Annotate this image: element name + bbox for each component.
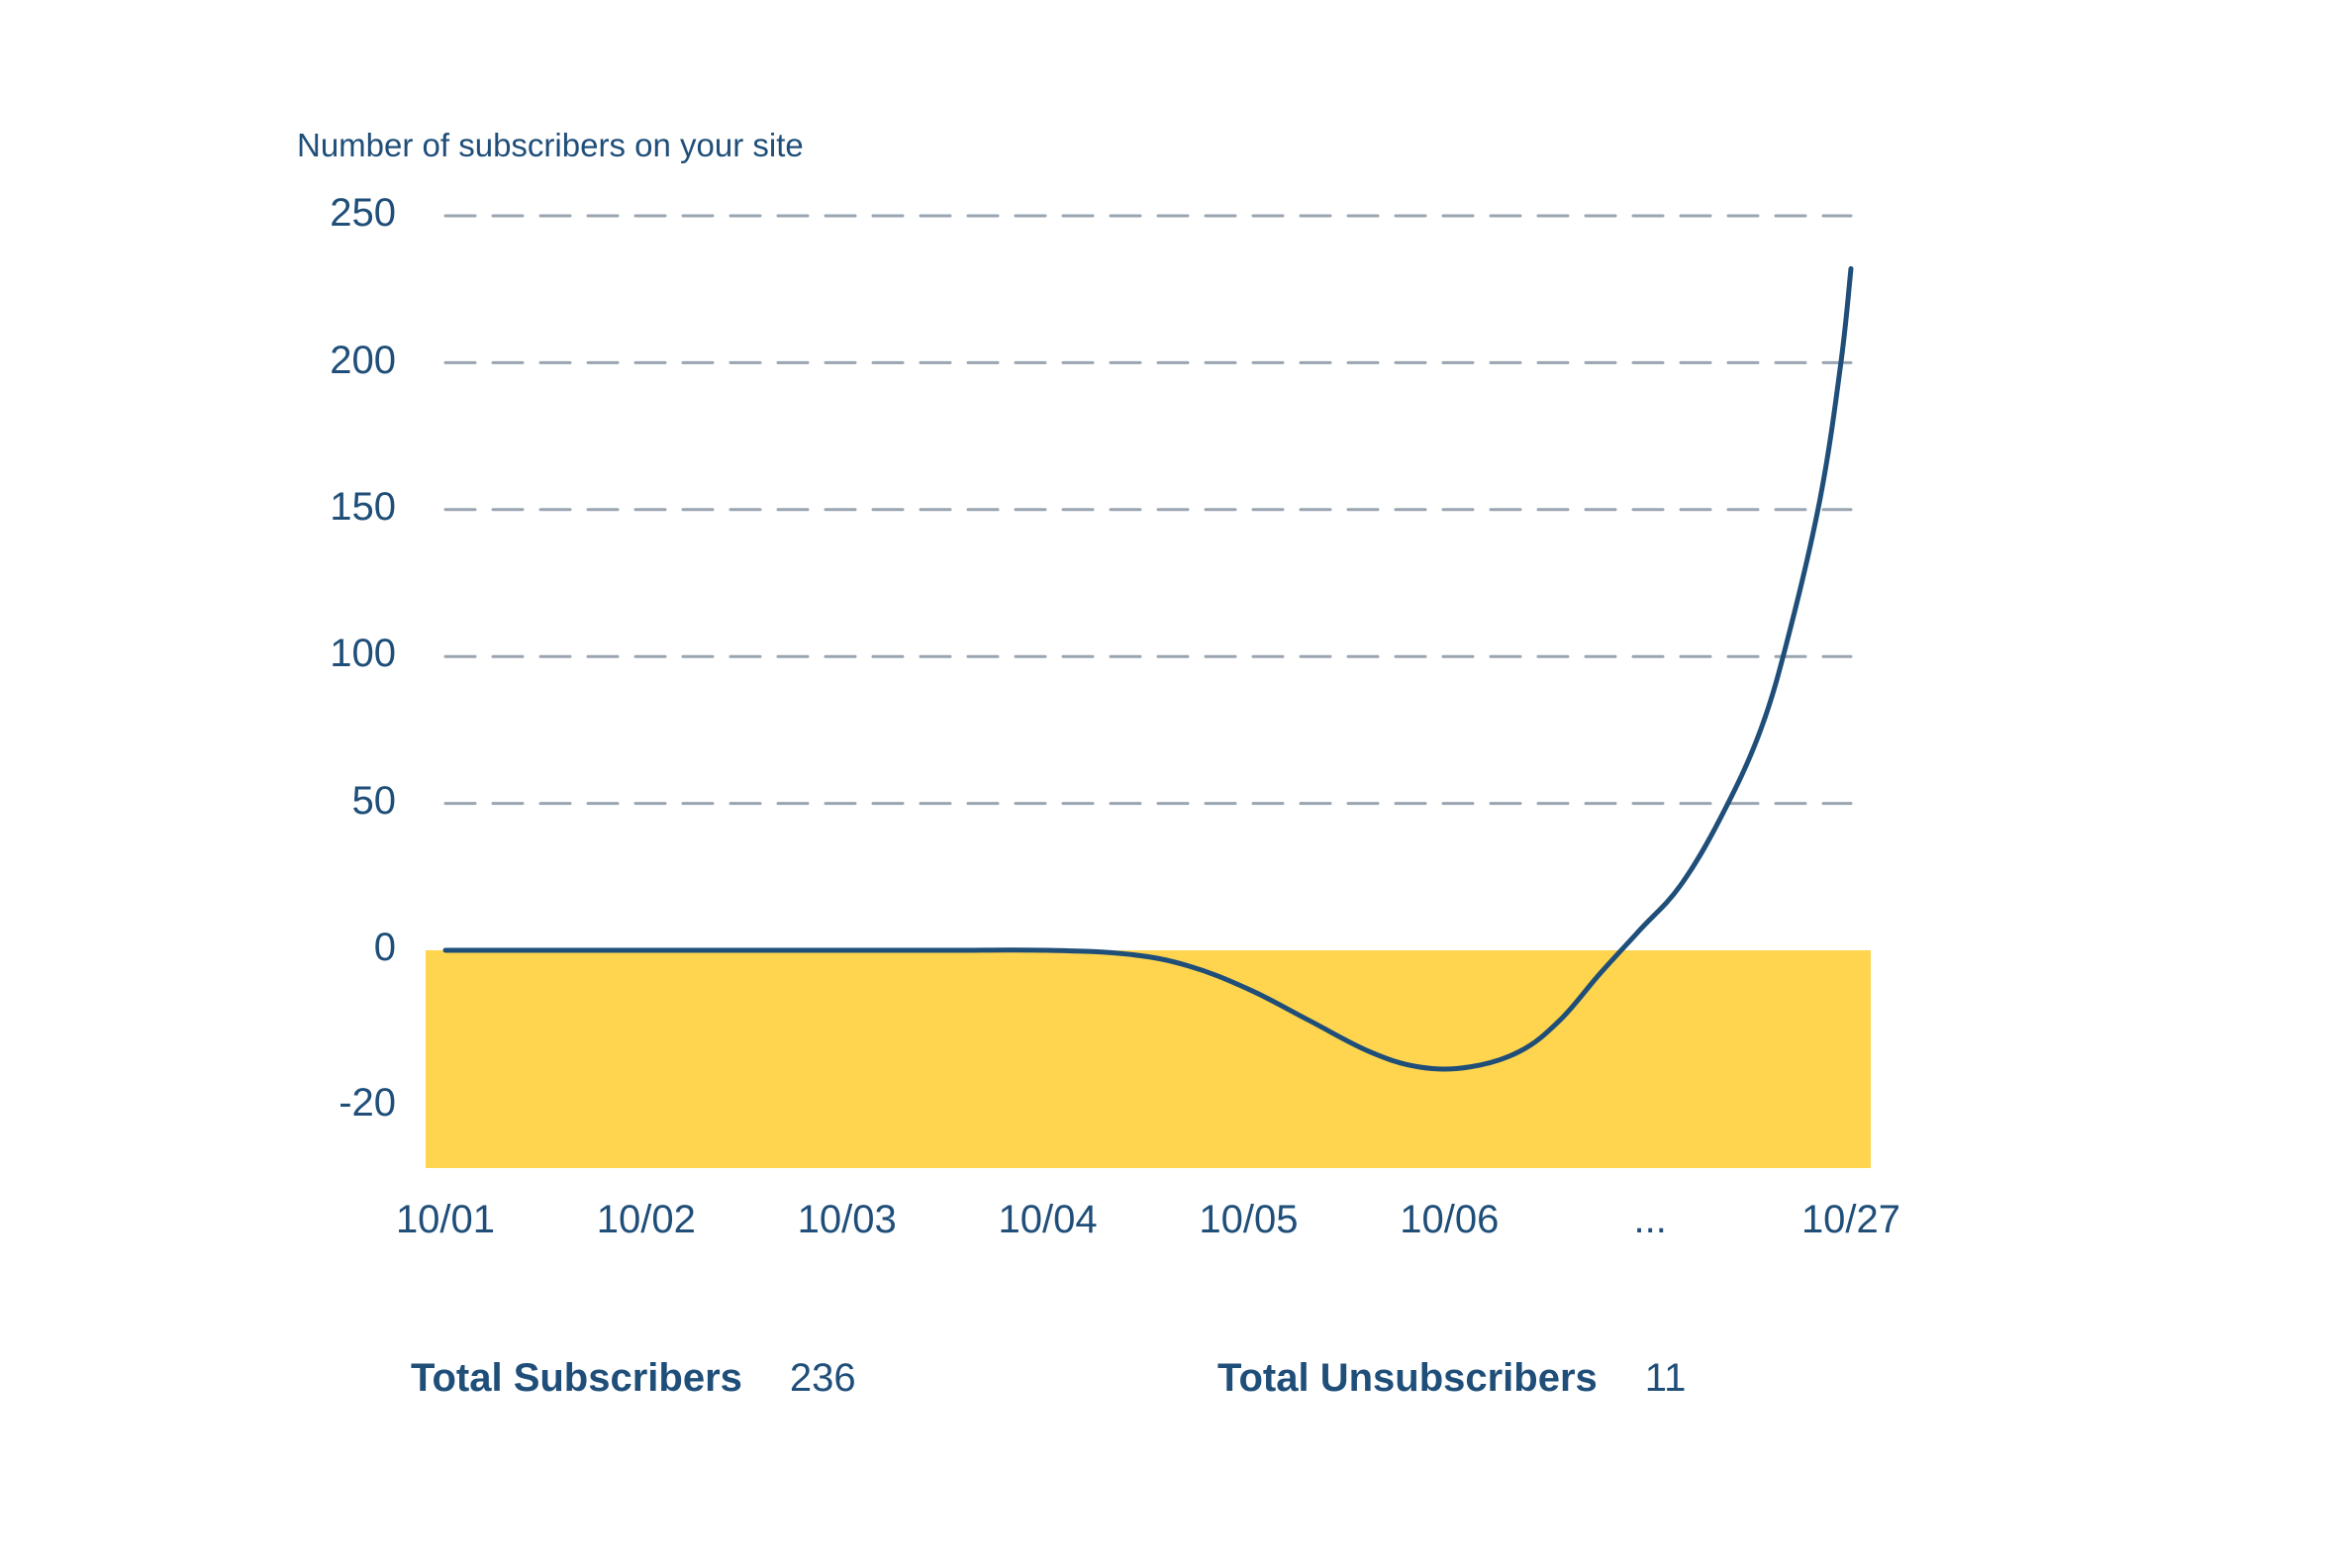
x-tick-label: 10/05 xyxy=(1159,1198,1337,1242)
x-tick-label: 10/06 xyxy=(1360,1198,1538,1242)
total-unsubscribers: Total Unsubscribers 11 xyxy=(1217,1356,1686,1401)
total-subscribers-label: Total Subscribers xyxy=(411,1356,742,1401)
total-unsubscribers-label: Total Unsubscribers xyxy=(1217,1356,1598,1401)
x-tick-label: ... xyxy=(1561,1198,1739,1242)
x-tick-label: 10/03 xyxy=(758,1198,936,1242)
series-line xyxy=(445,268,1851,1069)
negative-area xyxy=(426,950,1871,1168)
x-tick-label: 10/02 xyxy=(557,1198,735,1242)
chart-container: Number of subscribers on your site 05010… xyxy=(0,0,2332,1568)
y-tick-label: 250 xyxy=(0,191,396,236)
total-subscribers-value: 236 xyxy=(790,1356,856,1401)
x-tick-label: 10/01 xyxy=(356,1198,534,1242)
total-unsubscribers-value: 11 xyxy=(1645,1356,1687,1401)
y-tick-label: 50 xyxy=(0,779,396,824)
y-tick-label: 150 xyxy=(0,485,396,530)
y-tick-label: 200 xyxy=(0,339,396,383)
x-tick-label: 10/27 xyxy=(1762,1198,1940,1242)
y-tick-label: 0 xyxy=(0,926,396,970)
x-tick-label: 10/04 xyxy=(959,1198,1137,1242)
y-tick-label: -20 xyxy=(0,1081,396,1126)
y-tick-label: 100 xyxy=(0,632,396,676)
total-subscribers: Total Subscribers 236 xyxy=(411,1356,856,1401)
